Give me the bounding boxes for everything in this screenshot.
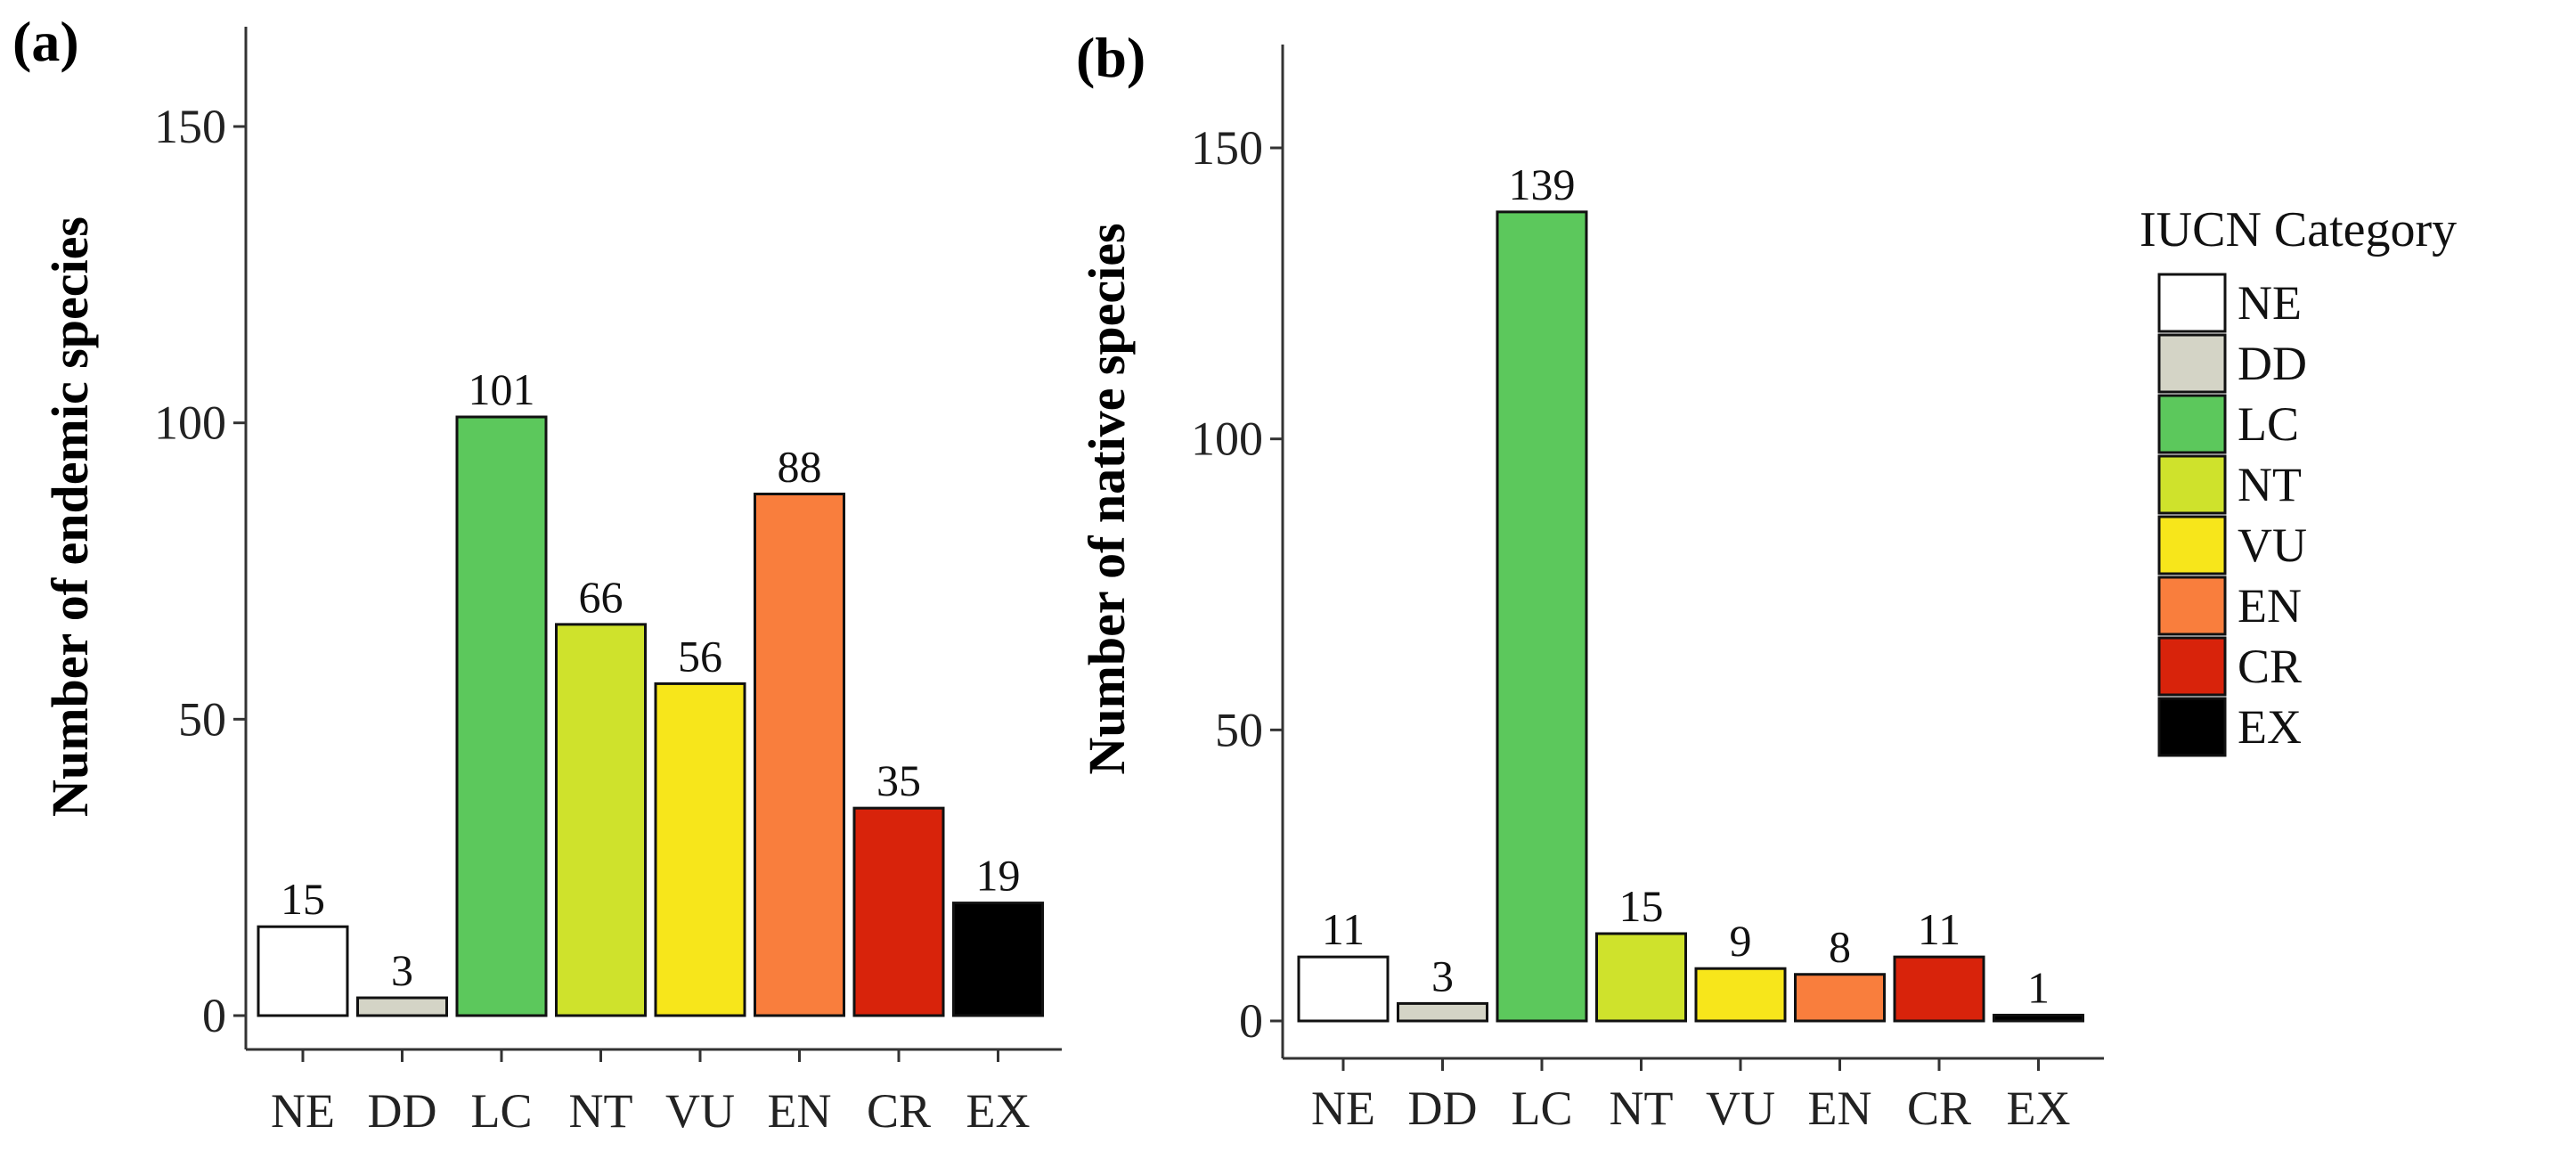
legend-label-nt: NT [2238,458,2302,511]
legend-swatch-ne [2157,273,2227,333]
legend-label-vu: VU [2238,518,2307,572]
panel-b-ytick-label: 50 [1215,703,1263,756]
panel-b-ylabel: Number of native species [1078,223,1136,774]
panel-a-ytick-label: 50 [178,692,226,746]
panel-b-xtick-label-ex: EX [2007,1082,2071,1135]
panel-b: (b) Number of native species 0 50 100 150 1… [1076,26,2104,1135]
panel-a-xticks: NE DD LC NT VU EN CR EX [271,1049,1030,1138]
legend-label-ne: NE [2238,276,2302,330]
panel-b-datalabel-ne: 11 [1322,904,1365,954]
panel-a-xtick-label-cr: CR [867,1084,931,1138]
panel-b-datalabel-nt: 15 [1619,881,1664,931]
panel-b-bar-lc [1496,210,1588,1023]
legend-title: IUCN Category [2140,202,2457,257]
panel-a-datalabel-en: 88 [778,442,822,492]
panel-b-bar-dd [1397,1001,1488,1023]
panel-a-bar-ex [952,902,1044,1017]
panel-b-bars [1297,210,2084,1023]
legend-swatch-cr [2157,636,2227,697]
panel-b-yticks: 0 50 100 150 [1191,121,1283,1048]
panel-a-bar-cr [852,806,945,1017]
panel-a-datalabel-nt: 66 [579,572,624,622]
panel-a-datalabel-dd: 3 [391,945,413,995]
panel-b-datalabel-vu: 9 [1730,916,1752,966]
panel-a-ytick-label: 100 [154,396,226,450]
panel-b-datalabel-lc: 139 [1509,159,1576,209]
legend-label-lc: LC [2238,397,2299,451]
panel-a: (a) Number of endemic species 050100150 … [12,10,1062,1138]
panel-b-bar-ex [1993,1013,2084,1023]
panel-a-bar-vu [654,682,746,1017]
panel-a-bar-en [754,493,845,1017]
panel-a-bar-dd [356,996,448,1017]
legend-label-dd: DD [2238,337,2307,390]
panel-a-bars [257,415,1044,1017]
legend-label-ex: EX [2238,700,2302,754]
legend-swatch-nt [2157,454,2227,515]
panel-b-ytick-label: 0 [1239,994,1263,1048]
panel-a-bar-ne [257,925,349,1017]
panel-a-ytick-label: 150 [154,100,226,153]
panel-b-xticks: NE DD LC NT VU EN CR EX [1311,1058,2070,1135]
panel-a-datalabel-cr: 35 [876,755,921,805]
legend-items: NE DD LC NT VU EN CR EX [2157,273,2307,757]
panel-b-xtick-label-dd: DD [1408,1082,1478,1135]
panel-b-xtick-label-nt: NT [1610,1082,1674,1135]
panel-a-bar-nt [555,623,647,1017]
panel-a-ytick-label: 0 [202,989,226,1042]
panel-b-xtick-label-vu: VU [1706,1082,1775,1135]
panel-a-bar-lc [455,415,548,1017]
panel-b-xtick-label-lc: LC [1511,1082,1572,1135]
legend-swatch-lc [2157,394,2227,454]
panel-a-datalabel-ex: 19 [976,851,1021,901]
panel-a-xtick-label-en: EN [768,1084,832,1138]
panel-b-datalabel-cr: 11 [1918,904,1961,954]
panel-b-xtick-label-en: EN [1808,1082,1872,1135]
panel-a-xtick-label-nt: NT [569,1084,633,1138]
panel-b-label: (b) [1076,26,1145,89]
legend: IUCN Category NE DD LC NT VU EN CR EX [2140,202,2457,757]
panel-b-xtick-label-ne: NE [1311,1082,1375,1135]
panel-a-yticks: 0 50 100 150 [154,100,246,1042]
panel-b-bar-ne [1297,955,1390,1023]
panel-a-datalabel-ne: 15 [281,874,325,924]
panel-a-datalabel-lc: 101 [469,364,535,414]
panel-b-ytick-label: 150 [1191,121,1263,175]
panel-b-datalabel-dd: 3 [1431,951,1454,1000]
panel-a-datalabels: 15 3 101 66 56 88 35 19 [281,364,1021,995]
panel-b-bar-nt [1595,932,1687,1023]
legend-label-en: EN [2238,579,2302,633]
panel-b-ytick-label: 100 [1191,412,1263,466]
panel-b-datalabel-ex: 1 [2027,962,2050,1012]
legend-swatch-en [2157,576,2227,636]
panel-a-xtick-label-vu: VU [665,1084,735,1138]
panel-b-bar-cr [1893,955,1985,1023]
panel-a-xtick-label-lc: LC [470,1084,532,1138]
panel-a-ylabel: Number of endemic species [41,216,99,817]
panel-b-datalabel-en: 8 [1829,922,1851,972]
legend-swatch-vu [2157,515,2227,576]
panel-b-bar-vu [1694,967,1787,1023]
legend-swatch-dd [2157,333,2227,394]
panel-a-xtick-label-ne: NE [271,1084,335,1138]
panel-a-datalabel-vu: 56 [678,631,722,681]
panel-a-label: (a) [12,10,79,73]
legend-swatch-ex [2157,697,2227,757]
panel-b-xtick-label-cr: CR [1907,1082,1971,1135]
panel-a-xtick-label-ex: EX [966,1084,1031,1138]
panel-a-xtick-label-dd: DD [368,1084,437,1138]
legend-label-cr: CR [2238,640,2302,693]
panel-b-bar-en [1794,973,1886,1023]
